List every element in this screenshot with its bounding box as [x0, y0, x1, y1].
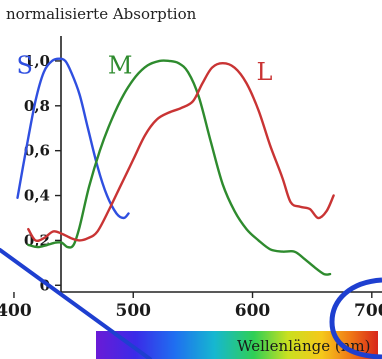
series-line-m — [27, 59, 332, 276]
series-label-m: M — [108, 51, 133, 79]
series-line-l — [27, 62, 335, 243]
x-tick-label: 500 — [115, 301, 151, 321]
x-tick-label: 700 — [354, 301, 382, 321]
x-tick-label: 600 — [235, 301, 271, 321]
y-tick-label: 0,8 — [24, 97, 50, 115]
series-lines — [16, 57, 335, 276]
x-tick-label: 400 — [0, 301, 32, 321]
series-label-l: L — [256, 58, 272, 86]
y-tick-label: 0 — [40, 276, 50, 294]
x-axis-ticks: 400 500 600 700 — [0, 292, 382, 321]
chart-title: normalisierte Absorption — [6, 5, 197, 23]
y-tick-label: 0,4 — [24, 187, 50, 205]
series-label-s: S — [16, 51, 32, 79]
series-line-s — [16, 57, 130, 220]
y-tick-label: 0,6 — [24, 142, 50, 160]
y-tick-label: 1,0 — [24, 52, 50, 70]
y-axis-ticks: 00,20,40,60,81,0 — [24, 52, 61, 294]
annotation-circle-right — [329, 277, 382, 359]
annotation-stroke-left — [0, 248, 152, 359]
